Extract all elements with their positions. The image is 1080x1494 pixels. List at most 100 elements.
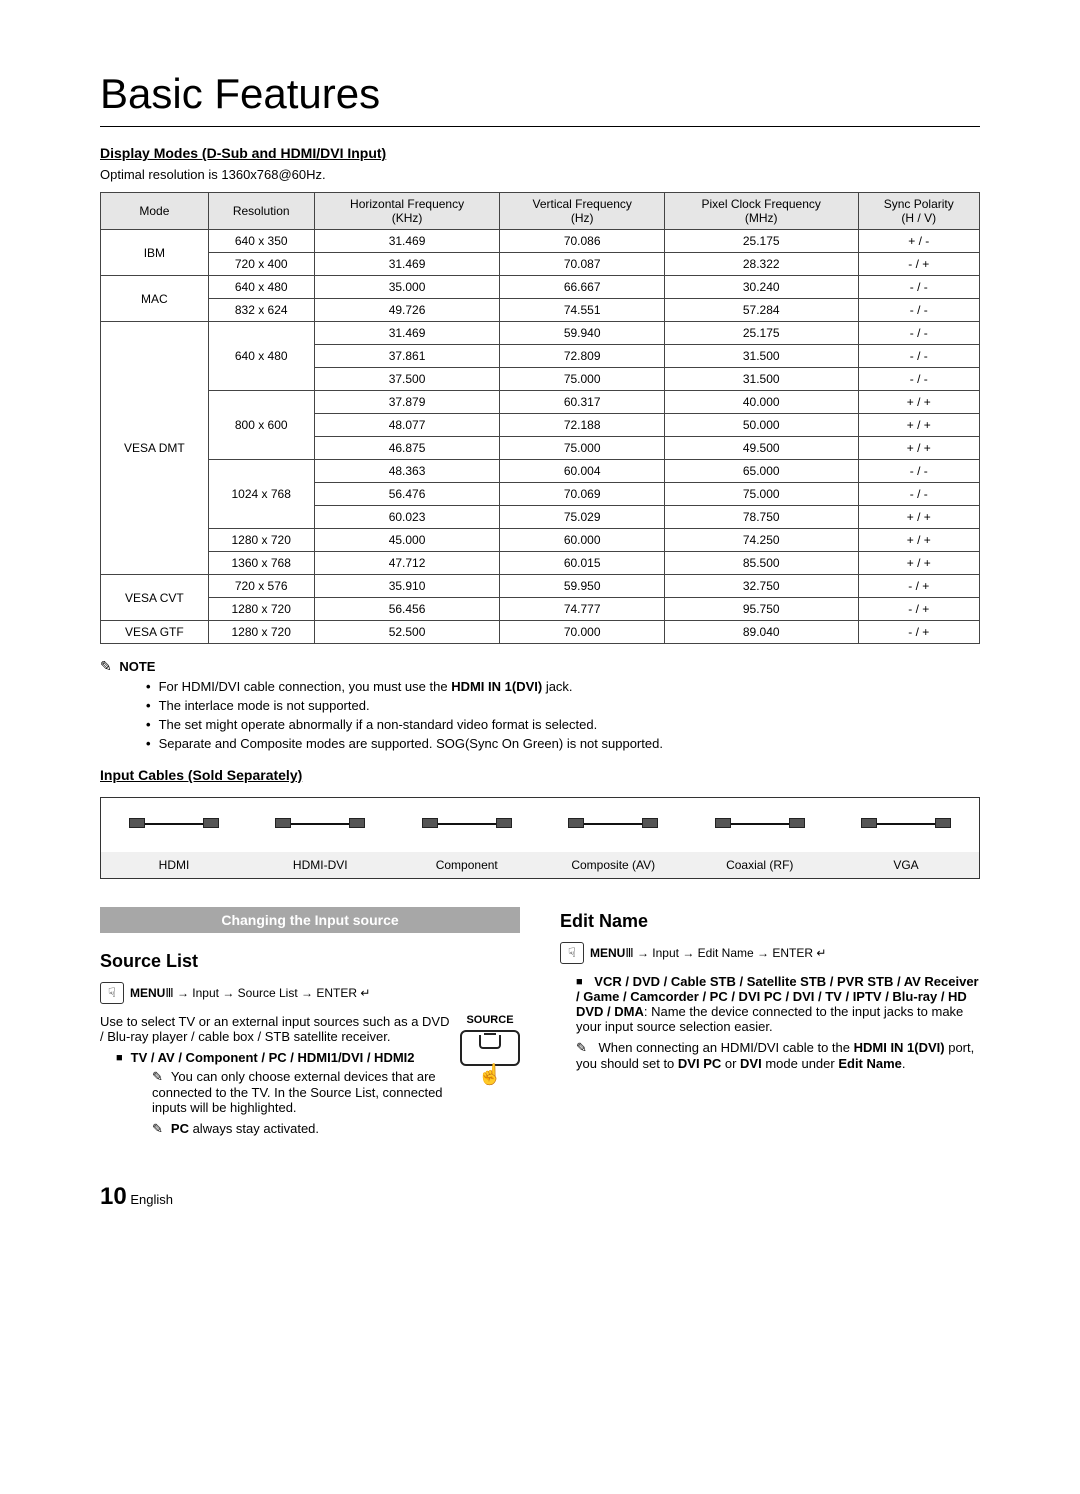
table-cell: 59.940 [500,322,664,345]
table-cell: 35.000 [314,276,500,299]
edit-name-devices-item: VCR / DVD / Cable STB / Satellite STB / … [576,974,980,1034]
table-cell: 85.500 [664,552,858,575]
table-cell: + / + [858,437,979,460]
table-cell: MAC [101,276,209,322]
table-cell: 49.726 [314,299,500,322]
table-cell: 720 x 400 [208,253,314,276]
table-cell: 30.240 [664,276,858,299]
table-cell: 720 x 576 [208,575,314,598]
table-cell: 60.000 [500,529,664,552]
cable-image-cell [101,798,248,852]
table-cell: - / + [858,575,979,598]
table-cell: - / - [858,299,979,322]
pc-bold: PC [171,1121,189,1136]
table-cell: + / + [858,391,979,414]
page-title: Basic Features [100,70,980,127]
cable-label-cell: HDMI [101,852,248,879]
display-modes-heading: Display Modes (D-Sub and HDMI/DVI Input) [100,145,980,161]
cable-label-cell: Coaxial (RF) [687,852,834,879]
t-or: or [721,1056,740,1071]
table-cell: + / + [858,414,979,437]
table-cell: 75.000 [500,437,664,460]
source-label: SOURCE [460,1014,520,1026]
table-header: Sync Polarity (H / V) [858,193,979,230]
table-cell: 49.500 [664,437,858,460]
t-b3: DVI [740,1056,762,1071]
table-cell: 75.000 [664,483,858,506]
table-cell: 52.500 [314,621,500,644]
table-cell: 60.317 [500,391,664,414]
table-cell: 47.712 [314,552,500,575]
table-cell: 48.363 [314,460,500,483]
t-pre: When connecting an HDMI/DVI cable to the [599,1040,854,1055]
table-cell: 48.077 [314,414,500,437]
table-cell: 1024 x 768 [208,460,314,529]
menu-label: MENU [590,946,625,960]
table-cell: 95.750 [664,598,858,621]
table-cell: 37.879 [314,391,500,414]
path-text: → Input → Edit Name → ENTER [634,946,813,960]
note-item: Separate and Composite modes are support… [146,736,980,751]
edit-name-path: ☟ MENUⅢ → Input → Edit Name → ENTER ↵ [560,942,980,964]
right-column: Edit Name ☟ MENUⅢ → Input → Edit Name → … [560,907,980,1143]
t-b4: Edit Name [838,1056,902,1071]
table-cell: - / - [858,368,979,391]
cable-label-cell: Composite (AV) [540,852,687,879]
table-cell: 57.284 [664,299,858,322]
display-modes-table: ModeResolutionHorizontal Frequency (KHz)… [100,192,980,644]
page-lang: English [130,1192,173,1207]
page-footer: 10 English [100,1183,980,1211]
page-number: 10 [100,1183,127,1210]
table-cell: + / + [858,529,979,552]
table-cell: - / - [858,322,979,345]
t-dot: . [902,1056,906,1071]
t-b1: HDMI IN 1(DVI) [854,1040,945,1055]
note-item: For HDMI/DVI cable connection, you must … [146,679,980,694]
table-cell: - / - [858,276,979,299]
tip-pc-activated: PC always stay activated. [152,1121,520,1137]
table-cell: 40.000 [664,391,858,414]
table-cell: 65.000 [664,460,858,483]
table-cell: 72.188 [500,414,664,437]
table-cell: 72.809 [500,345,664,368]
table-cell: 25.175 [664,322,858,345]
source-options-text: TV / AV / Component / PC / HDMI1/DVI / H… [131,1050,415,1065]
table-cell: 35.910 [314,575,500,598]
note-heading: NOTE [119,659,155,674]
table-cell: - / - [858,483,979,506]
cable-image-cell [247,798,394,852]
source-button-icon [460,1030,520,1066]
table-header: Horizontal Frequency (KHz) [314,193,500,230]
table-cell: 74.777 [500,598,664,621]
table-cell: 640 x 350 [208,230,314,253]
table-cell: 800 x 600 [208,391,314,460]
table-cell: 25.175 [664,230,858,253]
menu-label: MENU [130,986,165,1000]
table-cell: 70.086 [500,230,664,253]
table-cell: 59.950 [500,575,664,598]
table-cell: 1280 x 720 [208,529,314,552]
table-cell: 75.000 [500,368,664,391]
table-cell: 28.322 [664,253,858,276]
table-cell: 74.551 [500,299,664,322]
cable-label-cell: HDMI-DVI [247,852,394,879]
hand-icon: ☟ [100,982,124,1004]
table-cell: 31.469 [314,253,500,276]
table-cell: 74.250 [664,529,858,552]
note-icon: ✎ [100,658,112,674]
table-cell: 60.004 [500,460,664,483]
table-cell: 60.023 [314,506,500,529]
cable-label-cell: Component [394,852,541,879]
table-header: Vertical Frequency (Hz) [500,193,664,230]
note-item: The interlace mode is not supported. [146,698,980,713]
table-cell: 60.015 [500,552,664,575]
table-cell: - / - [858,460,979,483]
table-cell: IBM [101,230,209,276]
pc-rest: always stay activated. [189,1121,319,1136]
table-cell: VESA CVT [101,575,209,621]
table-header: Pixel Clock Frequency (MHz) [664,193,858,230]
table-cell: VESA DMT [101,322,209,575]
table-cell: 70.069 [500,483,664,506]
left-column: Changing the Input source Source List ☟ … [100,907,520,1143]
input-cables-heading: Input Cables (Sold Separately) [100,767,980,783]
